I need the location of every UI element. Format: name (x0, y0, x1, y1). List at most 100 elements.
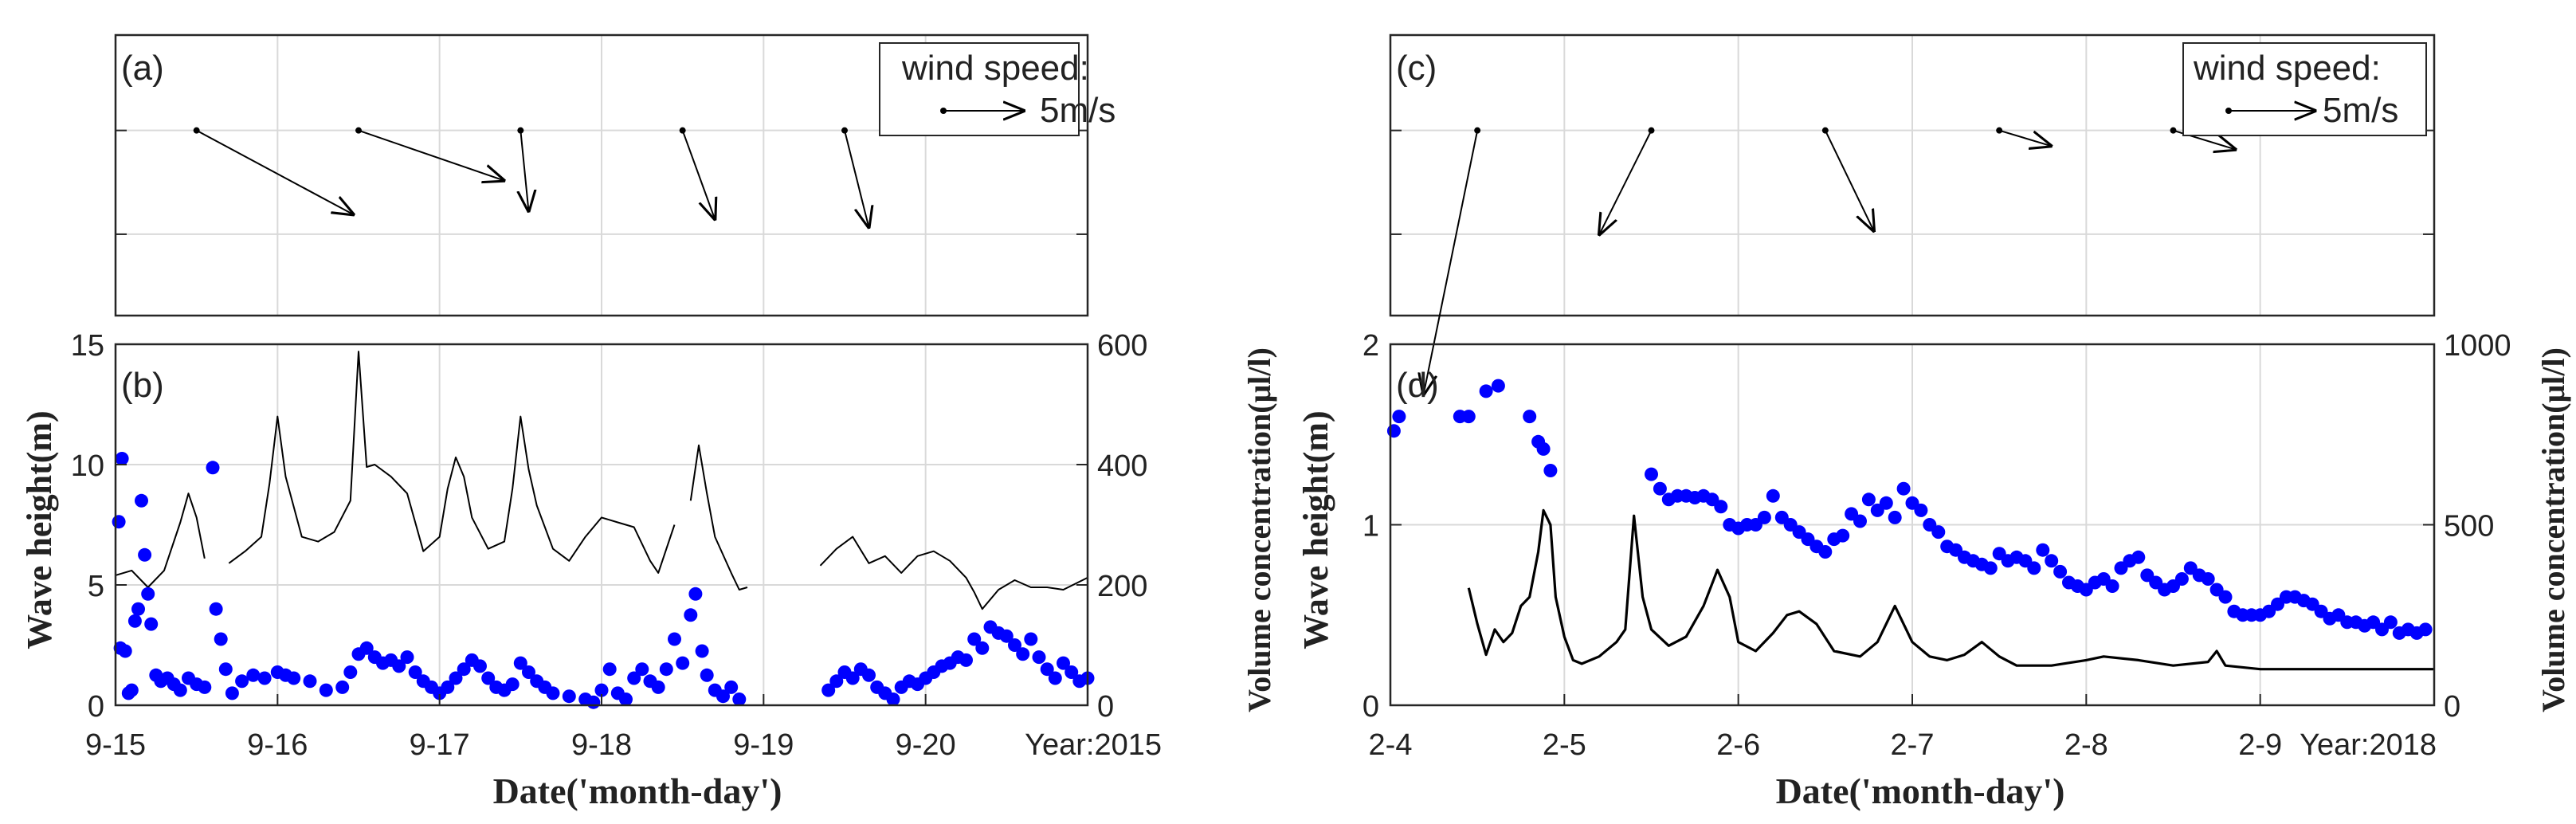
d-ytick-left-label-2: 2 (1362, 329, 1379, 363)
b-concentration-point-27 (257, 671, 272, 685)
b-concentration-point-0 (112, 515, 126, 529)
d-xtick-label-0: 2-4 (1369, 728, 1413, 762)
b-ytick-right-label-3: 600 (1097, 329, 1147, 363)
panel-d-label: (d) (1396, 366, 1439, 405)
b-concentration-point-87 (862, 668, 876, 682)
b-concentration-point-8 (135, 493, 148, 508)
b-concentration-point-19 (198, 680, 212, 694)
d-concentration-point-54 (2027, 561, 2041, 575)
b-concentration-point-66 (619, 693, 633, 706)
d-concentration-point-71 (2174, 572, 2189, 586)
b-concentration-point-76 (695, 644, 709, 658)
b-concentration-point-79 (716, 689, 730, 704)
d-concentration-point-0 (1386, 424, 1401, 438)
d-ytick-left-label-0: 0 (1362, 690, 1379, 724)
d-concentration-point-24 (1766, 489, 1780, 503)
b-concentration-point-24 (225, 686, 239, 700)
b-concentration-point-23 (218, 662, 233, 677)
a-wind-vector-2 (520, 130, 528, 212)
b-concentration-point-36 (359, 641, 374, 655)
d-concentration-point-11 (1653, 481, 1667, 496)
d-concentration-point-9 (1543, 464, 1558, 477)
b-xtick-label-3: 9-18 (571, 728, 632, 762)
b-concentration-point-7 (131, 602, 145, 616)
year-label-left: Year:2015 (1025, 728, 1162, 762)
b-wave-height-line-1 (228, 351, 676, 574)
panel-a-label: (a) (121, 49, 164, 88)
b-ytick-right-label-1: 200 (1097, 570, 1147, 603)
b-concentration-point-74 (684, 608, 698, 622)
b-concentration-point-34 (343, 665, 358, 679)
b-xtick-label-5: 9-20 (896, 728, 956, 762)
a-wind-vector-4 (844, 130, 869, 228)
b-concentration-point-10 (141, 587, 155, 601)
d-concentration-point-57 (2053, 564, 2068, 579)
b-concentration-point-106 (1016, 647, 1030, 661)
b-concentration-point-112 (1065, 665, 1079, 679)
d-concentration-point-34 (1853, 514, 1867, 528)
legend-c-value: 5m/s (2323, 91, 2398, 130)
b-concentration-point-68 (635, 662, 649, 677)
b-concentration-point-104 (999, 629, 1014, 643)
b-concentration-point-109 (1040, 662, 1054, 677)
b-concentration-point-9 (138, 547, 152, 562)
b-ytick-left-label-3: 15 (71, 329, 104, 363)
b-concentration-point-55 (513, 656, 527, 670)
d-concentration-point-56 (2045, 554, 2059, 568)
d-xtick-label-5: 2-9 (2238, 728, 2282, 762)
b-concentration-point-6 (127, 614, 142, 628)
d-concentration-point-39 (1896, 481, 1911, 496)
b-concentration-point-51 (481, 671, 496, 685)
d-concentration-point-74 (2201, 572, 2215, 586)
b-concentration-point-16 (173, 683, 187, 697)
y-axis-title-d-right: Volume concentration(μl/l) (2535, 347, 2571, 712)
b-concentration-point-107 (1024, 632, 1038, 646)
x-axis-title-right: Date('month-day') (1776, 771, 2065, 811)
b-concentration-point-110 (1048, 671, 1062, 685)
legend-a-title: wind speed: (901, 49, 1089, 88)
b-wave-height-line-2 (689, 444, 748, 591)
d-concentration-point-3 (1461, 410, 1476, 424)
b-ytick-left-label-0: 0 (88, 690, 104, 724)
b-concentration-point-67 (627, 671, 641, 685)
b-concentration-point-108 (1032, 650, 1046, 665)
b-wave-height-line-0 (115, 492, 206, 588)
d-concentration-point-99 (2418, 622, 2433, 637)
d-ytick-right-label-0: 0 (2444, 690, 2460, 724)
b-concentration-point-90 (886, 693, 900, 706)
panel-d: 0 1 2 0 500 1000 2-4 2-5 2-6 2-7 2-8 2-9 (1362, 329, 2511, 762)
d-xtick-label-2: 2-6 (1716, 728, 1760, 762)
b-concentration-point-70 (651, 680, 665, 694)
b-concentration-point-81 (732, 693, 747, 706)
d-concentration-point-10 (1645, 467, 1658, 481)
b-concentration-point-56 (522, 665, 535, 679)
b-concentration-point-31 (303, 674, 317, 689)
d-concentration-point-95 (2383, 615, 2398, 630)
b-concentration-point-30 (287, 671, 301, 685)
b-ytick-right-label-2: 400 (1097, 449, 1147, 483)
d-concentration-point-35 (1861, 492, 1876, 507)
b-concentration-point-72 (668, 632, 681, 646)
b-concentration-point-21 (209, 602, 223, 616)
d-concentration-point-8 (1536, 441, 1551, 456)
c-wind-vector-1 (1599, 130, 1653, 235)
b-concentration-point-99 (959, 653, 973, 667)
x-axis-title-left: Date('month-day') (493, 771, 782, 811)
b-concentration-point-33 (335, 680, 350, 694)
c-wind-vector-0 (1423, 130, 1479, 395)
d-concentration-point-5 (1491, 379, 1505, 393)
b-concentration-point-40 (392, 659, 406, 673)
b-xtick-label-0: 9-15 (85, 728, 146, 762)
b-xtick-label-2: 9-17 (410, 728, 470, 762)
d-xtick-label-1: 2-5 (1543, 728, 1586, 762)
y-axis-title-d-left: Wave height(m) (1296, 410, 1335, 649)
d-concentration-point-32 (1836, 528, 1850, 543)
b-concentration-point-5 (124, 683, 139, 697)
d-xtick-label-4: 2-8 (2064, 728, 2108, 762)
panel-b: 0 5 10 15 0 200 400 600 9-15 9-16 9-17 9-18 9-19 9-20 (71, 329, 1148, 762)
b-wave-height-line-3 (819, 536, 1088, 610)
b-concentration-point-100 (967, 632, 982, 646)
c-wind-vector-2 (1824, 130, 1874, 232)
b-concentration-point-105 (1008, 638, 1021, 652)
b-ytick-left-label-1: 5 (88, 570, 104, 603)
